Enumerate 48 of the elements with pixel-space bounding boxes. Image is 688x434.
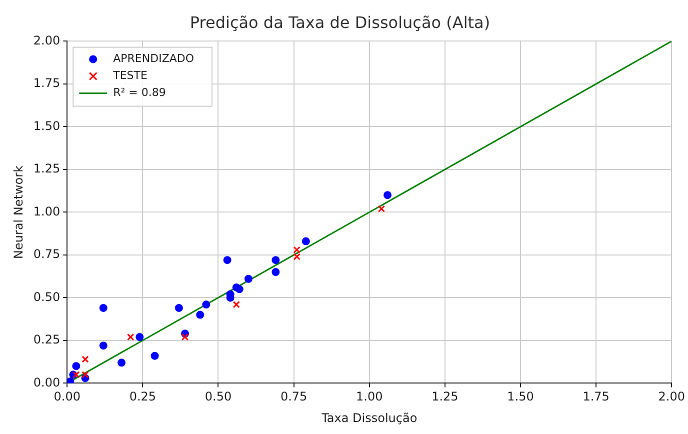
point <box>136 333 144 342</box>
x-axis-title: Taxa Dissolução <box>320 410 418 425</box>
point <box>272 256 280 264</box>
point <box>72 371 80 378</box>
point <box>378 205 386 212</box>
point <box>174 304 183 312</box>
legend-label: TESTE <box>112 69 148 82</box>
point <box>302 237 310 246</box>
point <box>384 191 392 200</box>
legend-label: R² = 0.89 <box>113 86 166 100</box>
x-tick-label: 0.00 <box>54 390 80 404</box>
point <box>82 356 89 363</box>
x-tick-label: 0.50 <box>204 390 232 404</box>
point <box>127 333 134 341</box>
x-tick-label: 1.75 <box>582 390 610 404</box>
y-tick-label: 0.50 <box>33 290 60 304</box>
point <box>72 362 80 370</box>
point <box>202 300 210 309</box>
y-tick-label: 1.50 <box>33 118 60 133</box>
y-axis-title: Neural Network <box>11 165 26 259</box>
point <box>150 352 159 360</box>
point <box>223 256 232 264</box>
x-tick-label: 0.25 <box>129 390 156 404</box>
y-tick-label: 1.00 <box>33 204 60 218</box>
point <box>244 274 252 283</box>
y-tick-label: 0.00 <box>33 375 60 390</box>
point <box>235 285 244 294</box>
point <box>232 300 240 308</box>
point <box>99 304 108 312</box>
legend-label: APRENDIZADO <box>113 52 194 66</box>
x-tick-label: 1.00 <box>356 390 383 404</box>
y-tick-label: 1.75 <box>33 76 60 90</box>
x-tick-label: 1.25 <box>432 390 458 404</box>
point <box>82 371 89 378</box>
point <box>181 333 189 341</box>
y-tick-label: 0.25 <box>33 332 60 347</box>
y-tick-label: 0.75 <box>33 247 60 262</box>
point <box>67 377 74 384</box>
point <box>196 310 204 319</box>
x-tick-label: 1.50 <box>507 390 534 404</box>
x-tick-label: 0.75 <box>280 390 308 404</box>
point <box>118 358 126 367</box>
x-tick-label: 2.00 <box>658 390 685 404</box>
y-tick-label: 2.00 <box>33 33 60 48</box>
point <box>272 268 280 276</box>
y-tick-label: 1.25 <box>33 162 60 176</box>
chart-title: Predição da Taxa de Dissolução (Alta) <box>190 12 490 32</box>
point <box>99 342 108 350</box>
